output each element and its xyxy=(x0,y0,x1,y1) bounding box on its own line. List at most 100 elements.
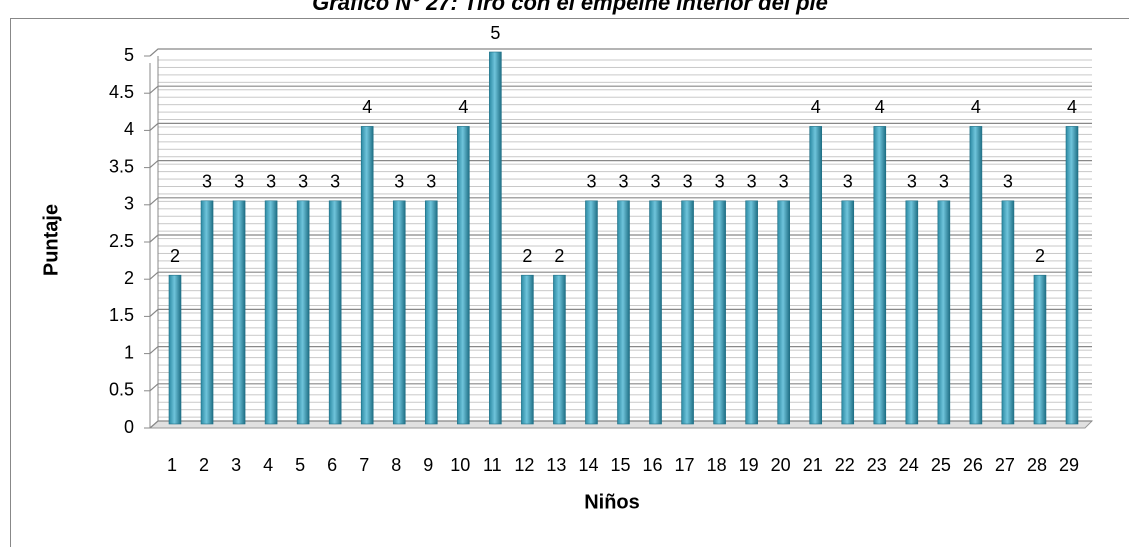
bar xyxy=(745,200,758,425)
bar xyxy=(681,200,694,425)
y-tick-label: 4.5 xyxy=(109,82,134,102)
x-tick-label: 21 xyxy=(803,455,823,475)
grid-line xyxy=(149,122,1092,131)
data-label: 2 xyxy=(170,246,180,266)
x-tick-label: 28 xyxy=(1027,455,1047,475)
y-tick-label: 2.5 xyxy=(109,231,134,251)
x-tick-label: 2 xyxy=(199,455,209,475)
data-label: 3 xyxy=(426,172,436,192)
y-tick-label: 0.5 xyxy=(109,380,134,400)
x-tick-label: 26 xyxy=(963,455,983,475)
bar xyxy=(617,200,630,425)
x-tick-label: 11 xyxy=(483,455,502,475)
x-tick-label: 9 xyxy=(423,455,433,475)
bar xyxy=(649,200,662,425)
data-label: 3 xyxy=(202,172,212,192)
y-tick-label: 3.5 xyxy=(109,156,134,176)
bar xyxy=(200,200,214,425)
x-tick-label: 12 xyxy=(514,455,534,475)
x-tick-label: 6 xyxy=(327,455,337,475)
x-tick-label: 10 xyxy=(450,455,470,475)
data-label: 3 xyxy=(779,172,789,192)
bar xyxy=(873,126,887,425)
x-tick-label: 23 xyxy=(867,455,887,475)
x-tick-label: 4 xyxy=(263,455,273,475)
x-tick-label: 15 xyxy=(610,455,630,475)
data-label: 3 xyxy=(330,172,340,192)
grid-line xyxy=(149,85,1092,94)
x-axis-label: Niños xyxy=(584,491,640,513)
bar xyxy=(457,126,470,425)
x-tick-label: 18 xyxy=(707,455,727,475)
data-label: 3 xyxy=(618,172,628,192)
bar xyxy=(1001,200,1015,425)
bar xyxy=(553,274,566,425)
data-label: 3 xyxy=(907,172,917,192)
data-label: 4 xyxy=(811,97,821,117)
data-label: 4 xyxy=(875,97,885,117)
data-label: 4 xyxy=(1067,97,1077,117)
data-label: 3 xyxy=(234,172,244,192)
data-label: 4 xyxy=(458,97,468,117)
bar xyxy=(585,200,598,425)
y-axis-label: Puntaje xyxy=(40,204,62,276)
data-label: 3 xyxy=(651,172,661,192)
bar xyxy=(841,200,855,425)
data-label: 5 xyxy=(490,23,500,43)
y-tick-label: 2 xyxy=(124,268,134,288)
x-tick-label: 20 xyxy=(771,455,791,475)
bar xyxy=(937,200,951,425)
bar xyxy=(1033,274,1047,425)
y-tick-label: 0 xyxy=(124,417,134,437)
x-tick-label: 16 xyxy=(643,455,663,475)
bar xyxy=(777,200,790,425)
data-label: 3 xyxy=(586,172,596,192)
x-tick-label: 14 xyxy=(578,455,598,475)
data-label: 2 xyxy=(554,246,564,266)
bar xyxy=(809,126,823,425)
data-label: 3 xyxy=(843,172,853,192)
chart-border xyxy=(10,18,1129,547)
y-tick-label: 5 xyxy=(124,45,134,65)
x-tick-label: 5 xyxy=(295,455,305,475)
data-label: 2 xyxy=(522,246,532,266)
y-tick-label: 4 xyxy=(124,119,134,139)
data-label: 3 xyxy=(298,172,308,192)
x-tick-label: 19 xyxy=(739,455,759,475)
bar xyxy=(713,200,726,425)
data-label: 3 xyxy=(394,172,404,192)
bar xyxy=(1065,126,1079,425)
y-tick-label: 1.5 xyxy=(109,305,134,325)
x-tick-label: 13 xyxy=(546,455,566,475)
data-label: 3 xyxy=(266,172,276,192)
data-label: 3 xyxy=(1003,172,1013,192)
x-tick-label: 1 xyxy=(167,455,177,475)
bar xyxy=(360,126,374,425)
grid-line xyxy=(149,160,1092,169)
x-tick-label: 7 xyxy=(359,455,369,475)
bar xyxy=(264,200,278,425)
data-label: 4 xyxy=(971,97,981,117)
bar xyxy=(232,200,246,425)
data-label: 4 xyxy=(362,97,372,117)
x-tick-label: 29 xyxy=(1059,455,1079,475)
x-tick-label: 17 xyxy=(675,455,695,475)
bar xyxy=(905,200,919,425)
data-label: 3 xyxy=(939,172,949,192)
bar xyxy=(328,200,342,425)
bar xyxy=(489,51,502,425)
chart-title: Gráfico N° 27: Tiro con el empeine inter… xyxy=(312,0,828,15)
grid-line xyxy=(149,48,1092,57)
data-label: 3 xyxy=(683,172,693,192)
x-tick-label: 3 xyxy=(231,455,241,475)
bar xyxy=(424,200,438,425)
y-tick-label: 1 xyxy=(124,342,134,362)
y-tick-label: 3 xyxy=(124,194,134,214)
grid-line xyxy=(149,197,1092,206)
bar xyxy=(168,274,182,425)
data-label: 3 xyxy=(715,172,725,192)
x-tick-label: 27 xyxy=(995,455,1015,475)
data-label: 2 xyxy=(1035,246,1045,266)
x-tick-label: 8 xyxy=(391,455,401,475)
